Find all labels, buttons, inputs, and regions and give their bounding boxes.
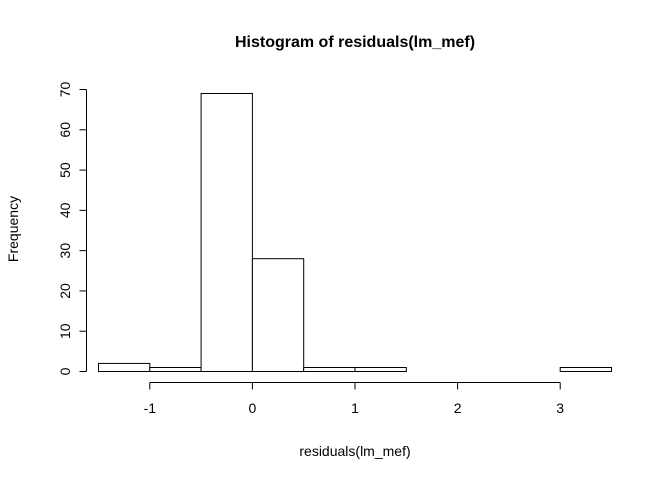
x-tick-label: 2 (454, 400, 462, 416)
y-axis: 0 10 20 30 40 50 60 70 (57, 82, 87, 375)
chart-title: Histogram of residuals(lm_mef) (235, 34, 475, 51)
x-tick-label: -1 (144, 400, 157, 416)
histogram-bar (251, 258, 305, 373)
x-axis-label: residuals(lm_mef) (299, 443, 410, 459)
y-tick-label: 40 (57, 202, 73, 218)
histogram-bar (149, 367, 202, 372)
histogram-bar (354, 367, 407, 372)
x-tick-label: 3 (556, 400, 564, 416)
y-axis-label: Frequency (5, 196, 21, 262)
y-tick-label: 20 (57, 283, 73, 299)
y-tick-label: 60 (57, 122, 73, 138)
histogram-bar (200, 93, 253, 372)
histogram-bar (98, 362, 151, 372)
histogram-bar (559, 367, 613, 372)
y-tick-label: 10 (57, 323, 73, 339)
y-tick-label: 30 (57, 243, 73, 259)
y-tick-label: 0 (57, 367, 73, 375)
bars-group (98, 93, 613, 373)
y-tick-label: 50 (57, 162, 73, 178)
y-tick-label: 70 (57, 82, 73, 98)
histogram-bar (303, 367, 356, 372)
x-axis: -1 0 1 2 3 (144, 382, 564, 416)
x-tick-label: 1 (351, 400, 359, 416)
x-tick-label: 0 (249, 400, 257, 416)
